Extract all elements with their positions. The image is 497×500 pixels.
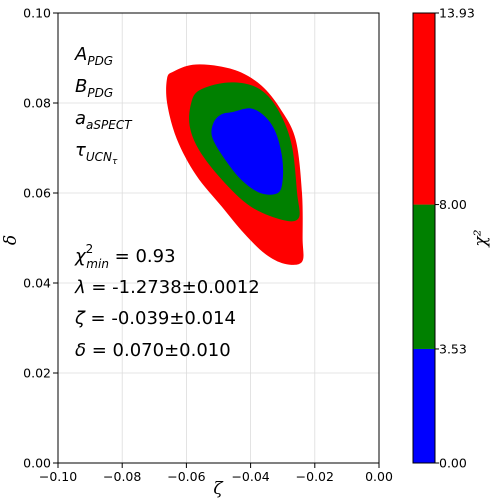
colorbar-ticks: 0.00 3.53 8.00 13.93 (435, 6, 475, 471)
colorbar-band-1 (413, 204, 435, 349)
y-tick-label-0: 0.00 (23, 456, 51, 471)
colorbar-tick-label-0: 0.00 (439, 456, 467, 471)
colorbar-tick-label-3: 13.93 (439, 6, 475, 21)
y-tick-label-4: 0.08 (23, 96, 51, 111)
x-tick-label-2: −0.06 (167, 469, 205, 484)
dataset-b-pdg: BPDG (75, 76, 113, 100)
x-tick-label-1: −0.08 (103, 469, 141, 484)
region-0 (211, 108, 284, 195)
lambda-text: λ = -1.2738±0.0012 (74, 277, 260, 298)
colorbar (413, 13, 435, 463)
x-tick-label-0: −0.10 (39, 469, 77, 484)
colorbar-label: χ² (471, 229, 491, 247)
y-axis-label: δ (1, 235, 21, 245)
dataset-legend: APDG BPDG aaSPECT τUCNτ (74, 44, 133, 167)
confidence-regions (166, 64, 304, 265)
dataset-a-pdg: APDG (74, 44, 113, 68)
y-axis-ticks: 0.00 0.02 0.04 0.06 0.08 0.10 (23, 6, 58, 471)
chi2-min-text: χ2 min = 0.93 (74, 242, 176, 271)
colorbar-band-0 (413, 348, 435, 463)
delta-text: δ = 0.070±0.010 (75, 340, 231, 361)
x-axis-label: ζ (213, 479, 224, 499)
plot-frame (57, 12, 380, 464)
colorbar-tick-label-2: 8.00 (439, 197, 467, 212)
colorbar-tick-label-1: 3.53 (439, 341, 467, 356)
y-tick-label-3: 0.06 (23, 186, 51, 201)
y-tick-label-2: 0.04 (23, 276, 51, 291)
y-tick-label-5: 0.10 (23, 6, 51, 21)
x-tick-label-4: −0.02 (296, 469, 334, 484)
colorbar-frame (412, 12, 436, 464)
dataset-a-aspect: aaSPECT (75, 108, 133, 132)
y-tick-label-1: 0.02 (23, 366, 51, 381)
colorbar-band-2 (413, 13, 435, 205)
fit-statistics: χ2 min = 0.93 λ = -1.2738±0.0012 ζ = -0.0… (74, 242, 260, 361)
zeta-text: ζ = -0.039±0.014 (74, 308, 236, 329)
x-tick-label-3: −0.04 (231, 469, 269, 484)
dataset-tau-ucn: τUCNτ (75, 140, 118, 167)
x-tick-label-5: 0.00 (365, 469, 393, 484)
x-axis-ticks: −0.10 −0.08 −0.06 −0.04 −0.02 0.00 (39, 463, 393, 484)
